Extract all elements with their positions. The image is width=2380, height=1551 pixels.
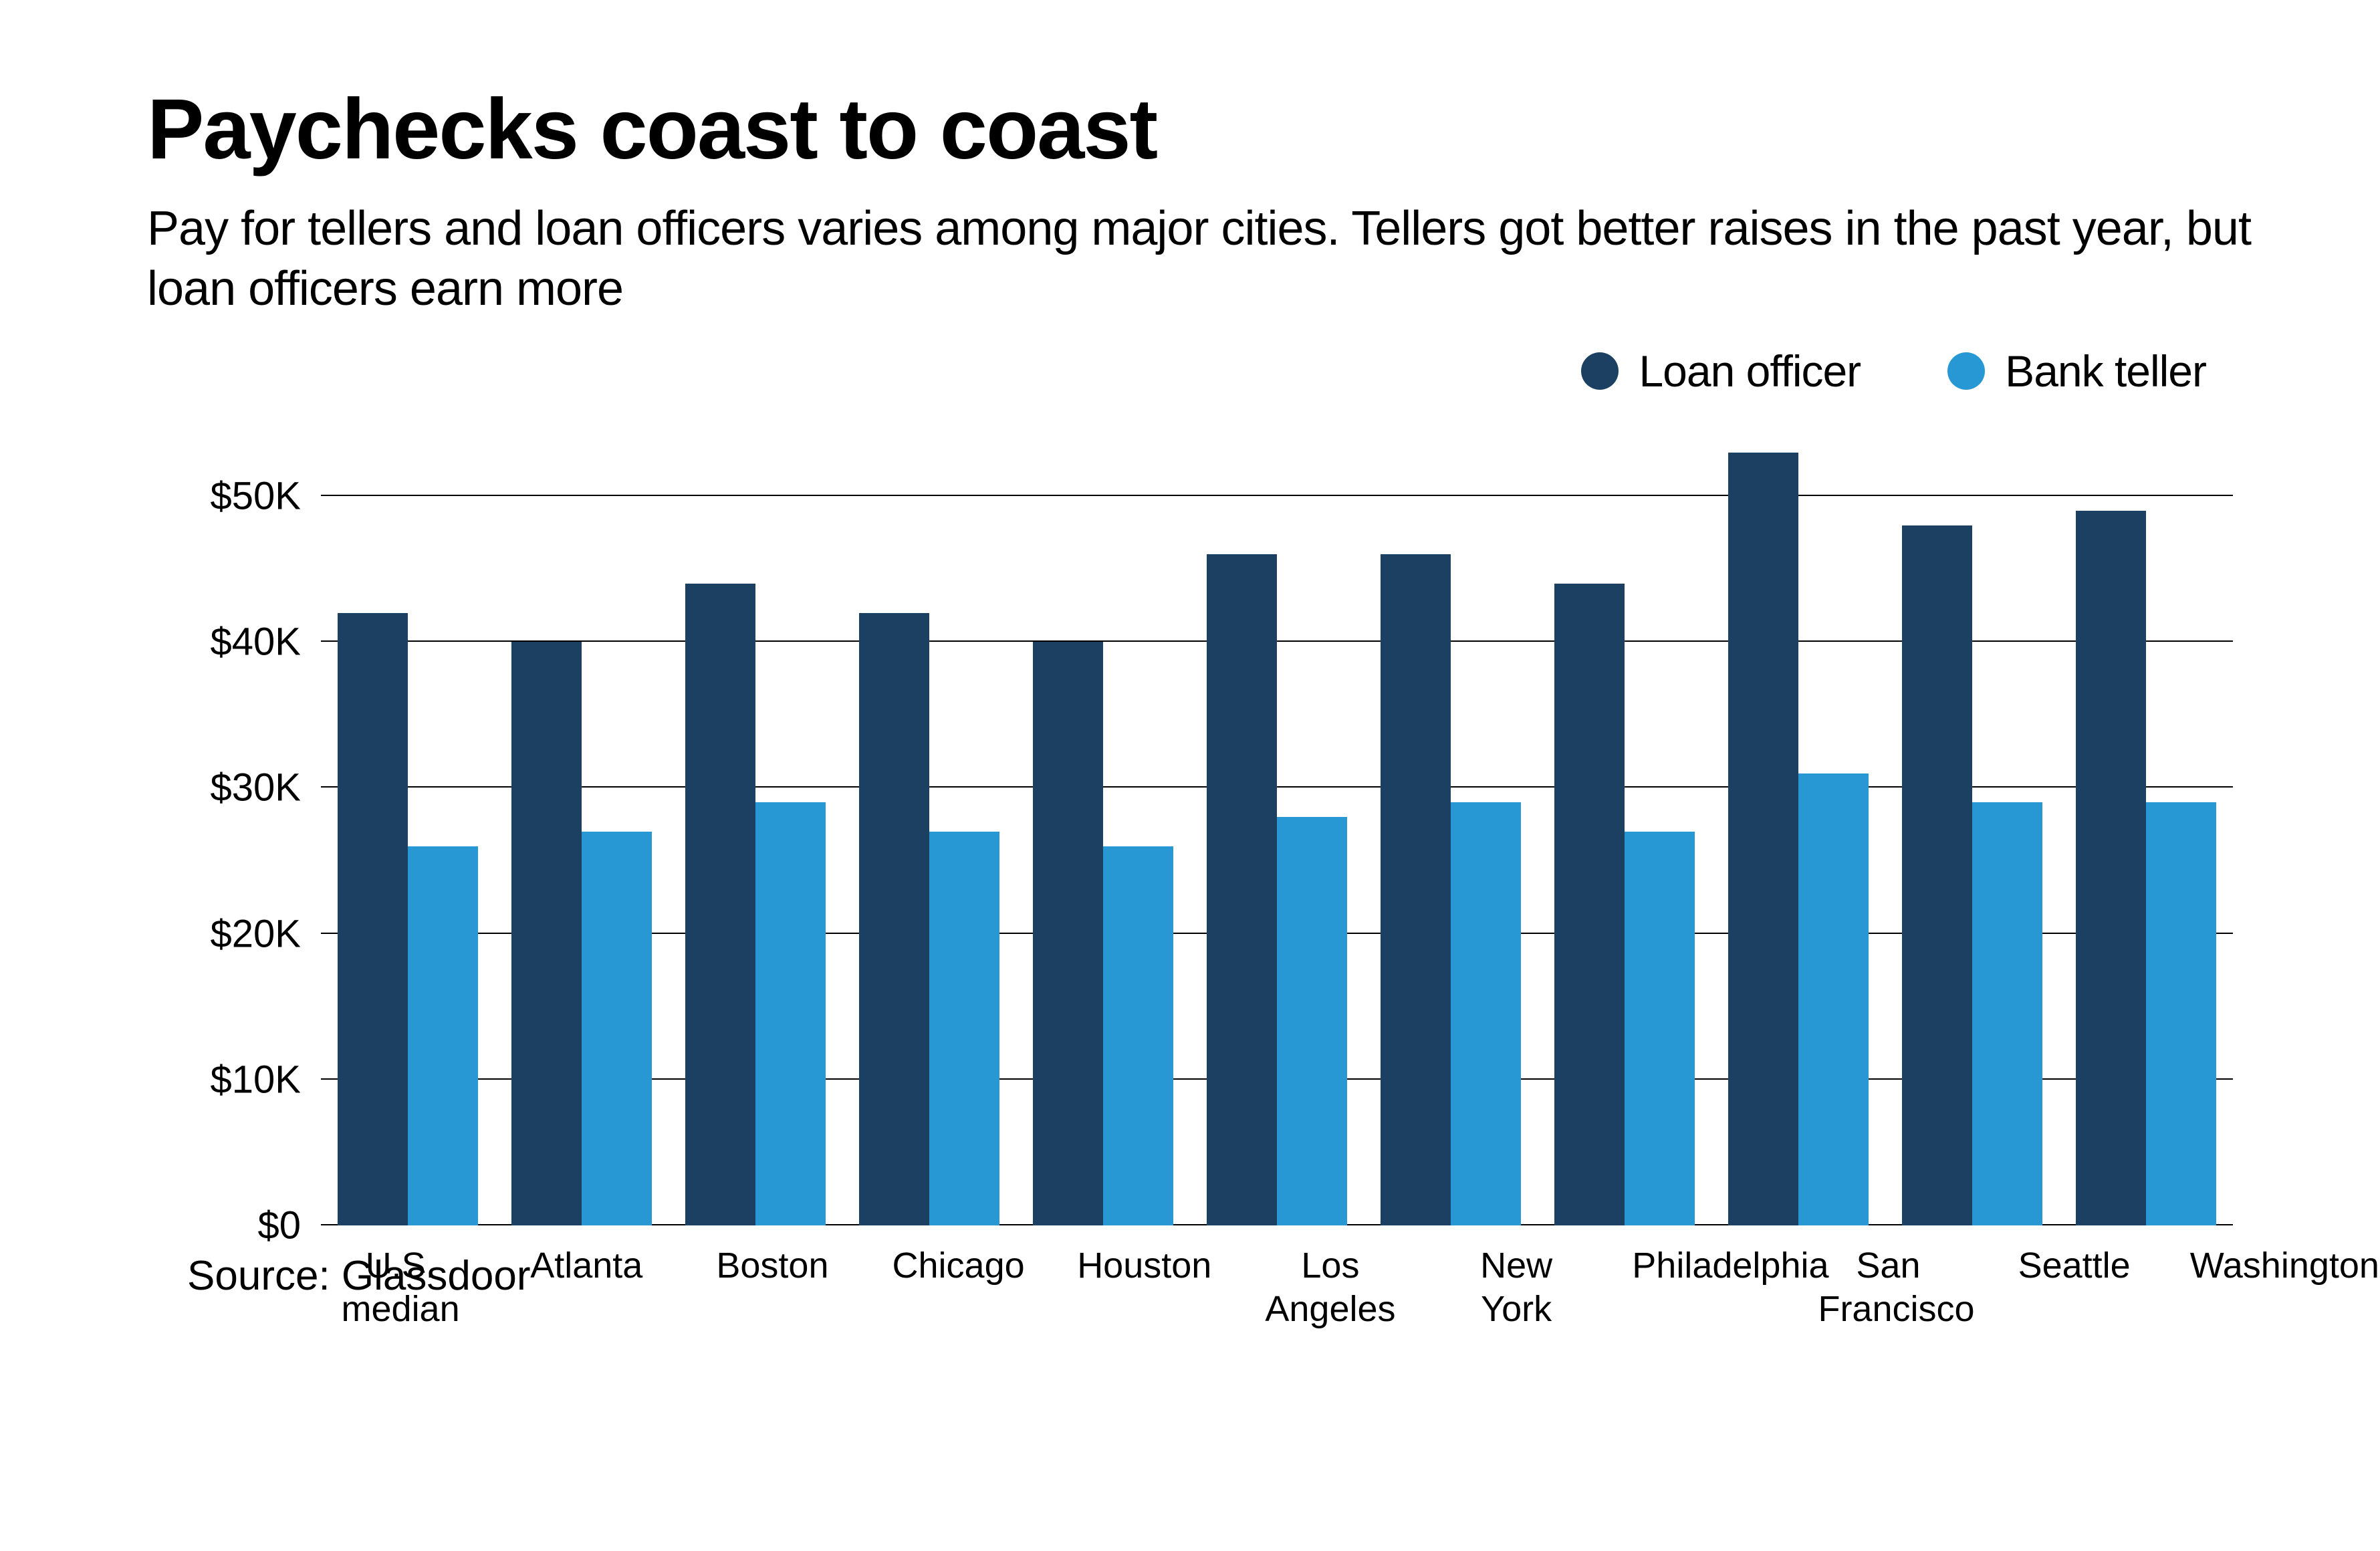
bar-group [1033, 423, 1173, 1225]
bar-bank-teller [1103, 846, 1173, 1225]
bar-group [1207, 423, 1347, 1225]
bar-bank-teller [408, 846, 478, 1225]
legend-swatch-bank-teller [1947, 352, 1985, 390]
chart-plot: $0$10K$20K$30K$40K$50K [321, 423, 2233, 1225]
x-axis-label: Washington [2190, 1225, 2331, 1331]
x-axis-labels: U.S.median Atlanta Boston Chicago Houston Los… [308, 1225, 2353, 1331]
bar-loan-officer [1381, 554, 1451, 1225]
bar-group [2076, 423, 2216, 1225]
bar-loan-officer [685, 584, 755, 1225]
x-axis-label: LosAngeles [1260, 1225, 1401, 1331]
bar-bank-teller [1451, 802, 1521, 1225]
legend-swatch-loan-officer [1581, 352, 1619, 390]
bar-loan-officer [1033, 642, 1103, 1225]
bar-loan-officer [1554, 584, 1625, 1225]
bar-bank-teller [582, 832, 652, 1225]
bar-group [338, 423, 478, 1225]
y-axis-label: $40K [167, 620, 321, 665]
x-axis-label: SanFrancisco [1818, 1225, 1958, 1331]
bar-group [1381, 423, 1521, 1225]
chart-title: Paychecks coast to coast [147, 80, 2260, 178]
bar-loan-officer [511, 642, 582, 1225]
chart-subtitle: Pay for tellers and loan officers varies… [147, 199, 2260, 319]
y-axis-label: $10K [167, 1057, 321, 1102]
bar-bank-teller [1277, 817, 1347, 1225]
x-axis-label: Houston [1074, 1225, 1215, 1331]
x-axis-label: Atlanta [516, 1225, 657, 1331]
bar-bank-teller [929, 832, 999, 1225]
x-axis-label: Boston [702, 1225, 842, 1331]
y-axis-label: $0 [167, 1203, 321, 1248]
legend: Loan officer Bank teller [147, 346, 2260, 396]
chart-plot-wrap: $0$10K$20K$30K$40K$50K [187, 423, 2233, 1225]
bar-group [1902, 423, 2042, 1225]
bar-bank-teller [755, 802, 826, 1225]
chart-container: Paychecks coast to coast Pay for tellers… [0, 0, 2380, 1551]
bar-bank-teller [1625, 832, 1695, 1225]
bar-loan-officer [338, 613, 408, 1225]
x-axis-label: Seattle [2004, 1225, 2145, 1331]
bar-loan-officer [859, 613, 929, 1225]
bar-group [1554, 423, 1695, 1225]
bar-loan-officer [1902, 525, 1972, 1225]
bar-loan-officer [2076, 511, 2146, 1225]
y-axis-label: $50K [167, 474, 321, 519]
bar-loan-officer [1207, 554, 1277, 1225]
x-axis-label: U.S.median [330, 1225, 471, 1331]
legend-label-loan-officer: Loan officer [1639, 346, 1861, 396]
y-axis-label: $20K [167, 911, 321, 956]
x-axis-label: NewYork [1446, 1225, 1586, 1331]
bars-row [321, 423, 2233, 1225]
bar-group [685, 423, 826, 1225]
x-axis-label: Philadelphia [1632, 1225, 1772, 1331]
legend-item-loan-officer: Loan officer [1581, 346, 1861, 396]
bar-group [511, 423, 652, 1225]
legend-label-bank-teller: Bank teller [2005, 346, 2206, 396]
legend-item-bank-teller: Bank teller [1947, 346, 2206, 396]
x-axis-label: Chicago [888, 1225, 1029, 1331]
bar-bank-teller [2146, 802, 2216, 1225]
bar-bank-teller [1972, 802, 2042, 1225]
bar-group [859, 423, 999, 1225]
y-axis-label: $30K [167, 765, 321, 810]
bar-group [1728, 423, 1869, 1225]
bar-loan-officer [1728, 453, 1798, 1225]
bar-bank-teller [1798, 773, 1869, 1225]
